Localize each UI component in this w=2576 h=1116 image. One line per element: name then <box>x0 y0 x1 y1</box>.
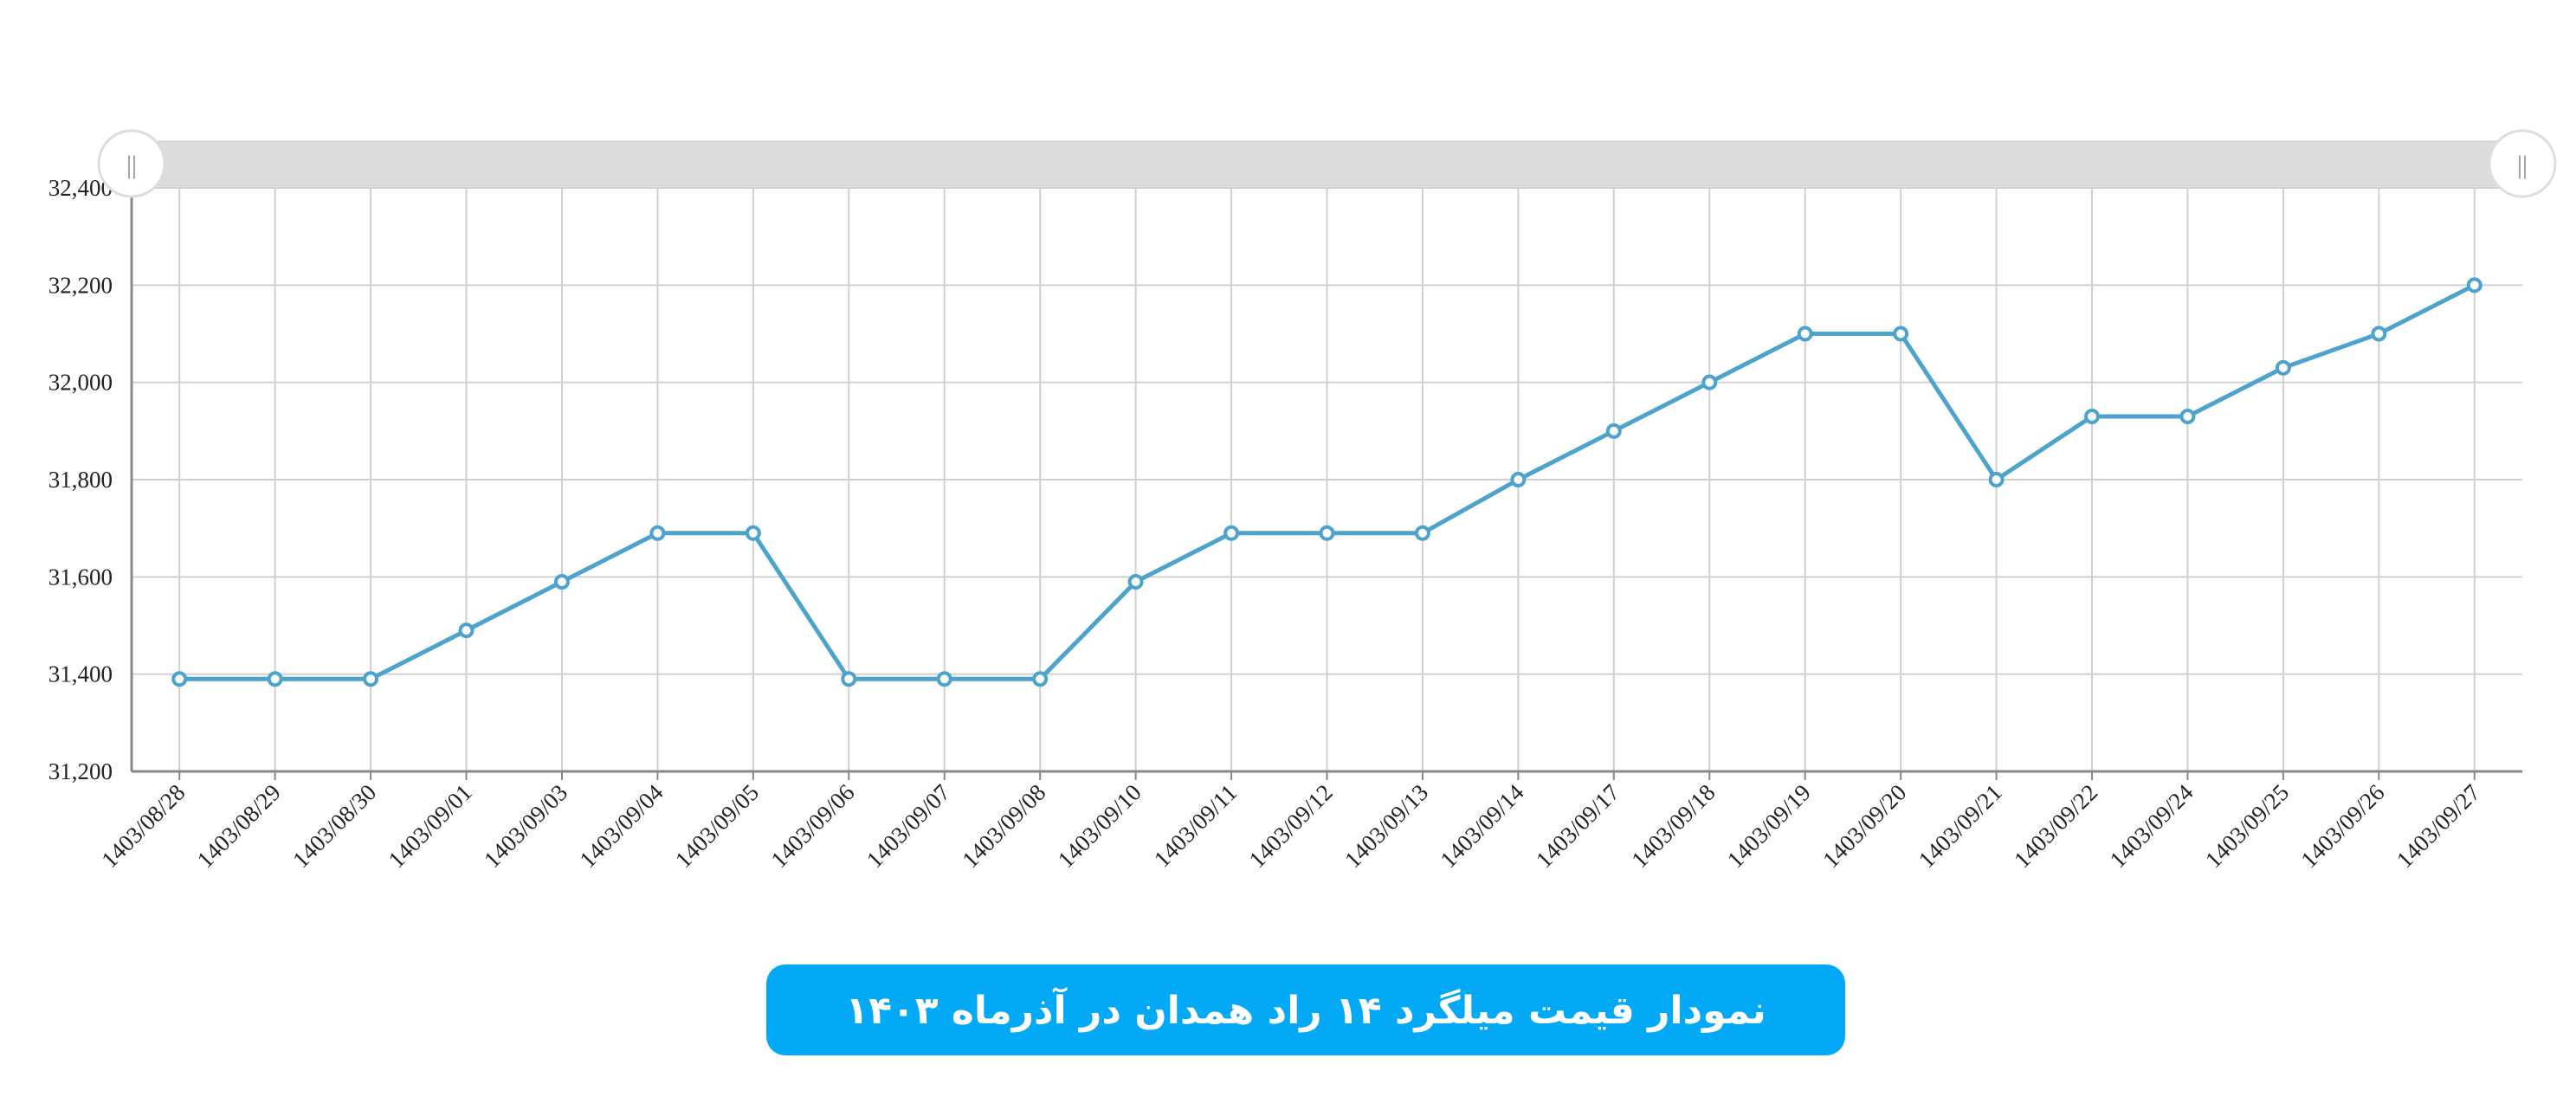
point <box>649 525 666 541</box>
y-tick-label: 32,200 <box>48 272 113 298</box>
point <box>841 671 857 687</box>
x-tick-label: 1403/09/06 <box>765 779 859 873</box>
x-tick-label: 1403/08/28 <box>96 779 190 873</box>
x-tick-label: 1403/09/24 <box>2105 779 2199 874</box>
scrollbar[interactable] <box>131 140 2523 187</box>
scroll-handle[interactable] <box>97 129 166 198</box>
point <box>1319 525 1335 541</box>
x-tick-label: 1403/09/14 <box>1435 779 1529 874</box>
point <box>2371 326 2387 342</box>
y-tick-label: 31,800 <box>48 467 113 493</box>
point <box>1223 525 1240 541</box>
point <box>1797 326 1813 342</box>
x-tick-label: 1403/09/20 <box>1817 779 1911 873</box>
point <box>2179 408 2196 424</box>
point <box>1414 525 1430 541</box>
x-tick-label: 1403/09/18 <box>1626 779 1720 873</box>
point <box>1605 423 1622 439</box>
point <box>363 671 379 687</box>
x-tick-label: 1403/09/04 <box>574 779 668 874</box>
y-tick-label: 32,000 <box>48 370 113 396</box>
x-tick-label: 1403/08/30 <box>287 779 381 873</box>
x-tick-label: 1403/09/01 <box>384 779 477 873</box>
x-tick-label: 1403/09/10 <box>1053 779 1146 873</box>
y-tick-label: 31,200 <box>48 758 113 784</box>
x-tick-label: 1403/09/27 <box>2392 779 2485 873</box>
point <box>2275 359 2291 376</box>
x-tick-label: 1403/09/12 <box>1244 779 1338 873</box>
x-tick-label: 1403/09/17 <box>1531 779 1624 873</box>
point <box>2466 277 2482 294</box>
x-tick-label: 1403/09/08 <box>957 779 1050 873</box>
handle-grip: || <box>2517 151 2528 179</box>
y-tick-label: 31,600 <box>48 564 113 590</box>
point <box>745 525 761 541</box>
point <box>171 671 188 687</box>
point <box>2084 408 2101 424</box>
x-tick-label: 1403/09/05 <box>670 779 764 873</box>
x-tick-label: 1403/09/19 <box>1722 779 1816 873</box>
point <box>1127 573 1144 590</box>
handle-grip: || <box>126 151 137 179</box>
point <box>1510 472 1527 487</box>
x-tick-label: 1403/09/26 <box>2295 779 2389 873</box>
x-tick-label: 1403/09/25 <box>2200 779 2294 873</box>
x-tick-label: 1403/09/03 <box>479 779 572 873</box>
x-tick-label: 1403/09/13 <box>1340 779 1433 873</box>
point <box>1893 326 1909 342</box>
scroll-handle[interactable] <box>2488 129 2557 198</box>
point <box>1701 374 1718 390</box>
title-box <box>766 964 1845 1055</box>
y-tick-label: 31,400 <box>48 661 113 687</box>
x-tick-label: 1403/09/11 <box>1149 779 1242 872</box>
x-tick-label: 1403/08/29 <box>192 779 286 873</box>
point <box>1032 671 1049 687</box>
point <box>458 623 475 639</box>
chart-title: نمودار قیمت میلگرد ۱۴ راد همدان در آذرما… <box>845 986 1766 1033</box>
plot-area: 31,20031,40031,60031,80032,00032,20032,4… <box>48 175 2522 873</box>
point <box>267 671 283 687</box>
point <box>553 573 570 590</box>
point <box>936 671 952 687</box>
point <box>1988 472 2005 487</box>
x-tick-label: 1403/09/21 <box>1914 779 2007 873</box>
x-tick-label: 1403/09/22 <box>2009 779 2102 873</box>
x-tick-label: 1403/09/07 <box>862 779 955 873</box>
